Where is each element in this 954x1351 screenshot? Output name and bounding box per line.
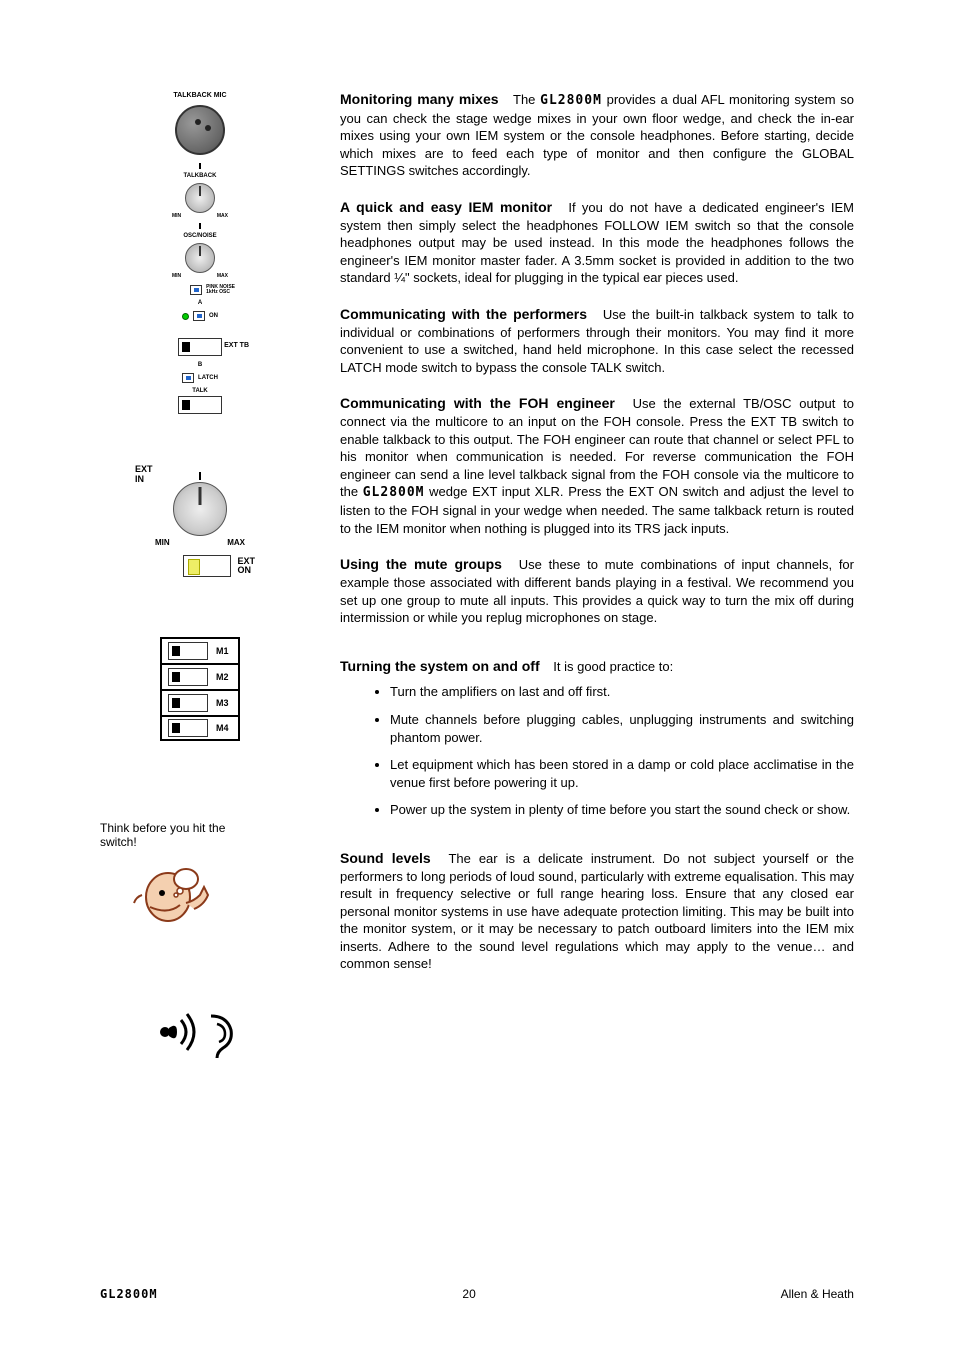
min-label: MIN: [172, 273, 181, 279]
section-mute: Using the mute groups Use these to mute …: [340, 555, 854, 627]
think-cartoon-icon: [130, 859, 220, 929]
on-switch[interactable]: [193, 311, 205, 321]
ext-knob-group: ↘ MIN MAX: [155, 482, 245, 547]
section-iem: A quick and easy IEM monitor If you do n…: [340, 198, 854, 287]
section-performers: Communicating with the performers Use th…: [340, 305, 854, 377]
on-row: ON: [182, 311, 218, 321]
bullet-item: Mute channels before plugging cables, un…: [390, 711, 854, 746]
section-sound: Sound levels The ear is a delicate instr…: [340, 849, 854, 973]
pink-noise-label: PINK NOISE 1kHz OSC: [206, 285, 235, 295]
ext-range: MIN MAX: [155, 538, 245, 547]
pink-noise-row: PINK NOISE 1kHz OSC: [165, 285, 235, 295]
knob-tick-icon: [199, 472, 201, 480]
ext-on-button[interactable]: [183, 555, 231, 577]
on-led-icon: [182, 313, 189, 320]
ext-on-label: EXT ON: [237, 557, 255, 575]
talk-row-label: TALK: [192, 388, 208, 394]
b-label: B: [198, 362, 202, 368]
page-footer: GL2800M 20 Allen & Heath: [100, 1287, 854, 1301]
mute-button-m3[interactable]: [168, 694, 208, 712]
on-label: ON: [209, 313, 218, 319]
mute-row: M3: [162, 689, 238, 715]
heading-foh: Communicating with the FOH engineer: [340, 395, 615, 411]
ext-tb-label: EXT TB: [224, 342, 249, 349]
footer-model: GL2800M: [100, 1287, 158, 1301]
mute-label: M1: [216, 646, 229, 656]
page-content: TALKBACK MIC TALKBACK MIN MAX OSC/NOISE …: [100, 90, 854, 1062]
latch-switch[interactable]: [182, 373, 194, 383]
heading-performers: Communicating with the performers: [340, 306, 587, 322]
mute-button-m2[interactable]: [168, 668, 208, 686]
talkback-mic-label: TALKBACK MIC: [173, 92, 226, 99]
heading-iem: A quick and easy IEM monitor: [340, 199, 552, 215]
ext-on-row: EXT ON: [135, 555, 265, 577]
heading-mute: Using the mute groups: [340, 556, 502, 572]
a-label: A: [198, 300, 202, 306]
mute-button-m4[interactable]: [168, 719, 208, 737]
knob-range: MIN MAX: [172, 273, 228, 279]
mute-row: M2: [162, 663, 238, 689]
think-text: Think before you hit the switch!: [100, 821, 260, 849]
max-label: MAX: [227, 538, 245, 547]
knob-tick-icon: [199, 223, 201, 229]
left-column: TALKBACK MIC TALKBACK MIN MAX OSC/NOISE …: [100, 90, 300, 1062]
think-block: Think before you hit the switch!: [100, 821, 260, 932]
talkback-panel: TALKBACK MIC TALKBACK MIN MAX OSC/NOISE …: [160, 90, 240, 418]
max-label: MAX: [217, 213, 228, 219]
pink-noise-switch[interactable]: [190, 285, 202, 295]
section-turning: Turning the system on and off It is good…: [340, 657, 854, 819]
bullet-item: Power up the system in plenty of time be…: [390, 801, 854, 819]
mute-groups-panel: M1 M2 M3 M4: [160, 637, 240, 741]
mute-row: M4: [162, 715, 238, 741]
osc-knob-group: OSC/NOISE MIN MAX: [172, 231, 228, 279]
intro-turning: It is good practice to:: [553, 659, 673, 674]
knob-range: MIN MAX: [172, 213, 228, 219]
ext-in-panel: EXT IN ↘ MIN MAX EXT ON: [135, 468, 265, 577]
latch-row: LATCH: [182, 373, 218, 383]
ext-in-knob[interactable]: [173, 482, 227, 536]
talkback-mic-icon: [175, 105, 225, 155]
talk-button[interactable]: [178, 396, 222, 414]
mute-row: M1: [162, 637, 238, 663]
text-fragment: The: [513, 92, 540, 107]
osc-knob[interactable]: [185, 243, 215, 273]
talkback-knob[interactable]: [185, 183, 215, 213]
ext-in-label: EXT IN: [135, 464, 153, 484]
heading-monitoring: Monitoring many mixes: [340, 91, 499, 107]
section-monitoring: Monitoring many mixes The GL2800M provid…: [340, 90, 854, 180]
latch-label: LATCH: [198, 375, 218, 381]
ext-tb-button[interactable]: EXT TB: [178, 338, 222, 356]
knob-tick-icon: [199, 163, 201, 169]
footer-brand: Allen & Heath: [781, 1287, 854, 1301]
osc-1k-text: 1kHz OSC: [206, 289, 230, 295]
footer-page-number: 20: [462, 1287, 475, 1301]
turning-bullets: Turn the amplifiers on last and off firs…: [390, 683, 854, 818]
talkback-knob-group: TALKBACK MIN MAX: [172, 171, 228, 219]
body-sound: The ear is a delicate instrument. Do not…: [340, 851, 854, 972]
min-label: MIN: [172, 213, 181, 219]
heading-sound: Sound levels: [340, 850, 431, 866]
bullet-item: Turn the amplifiers on last and off firs…: [390, 683, 854, 701]
sound-ear-icon: [155, 1002, 245, 1062]
body-foh: Use the external TB/OSC output to connec…: [340, 396, 854, 535]
model-name: GL2800M: [363, 485, 425, 500]
model-name: GL2800M: [540, 93, 602, 108]
section-foh: Communicating with the FOH engineer Use …: [340, 394, 854, 537]
bullet-item: Let equipment which has been stored in a…: [390, 756, 854, 791]
mute-label: M4: [216, 723, 229, 733]
talkback-label: TALKBACK: [172, 173, 228, 179]
osc-noise-label: OSC/NOISE: [172, 233, 228, 239]
heading-turning: Turning the system on and off: [340, 658, 540, 674]
max-label: MAX: [217, 273, 228, 279]
mute-label: M2: [216, 672, 229, 682]
min-label: MIN: [155, 538, 170, 547]
mute-button-m1[interactable]: [168, 642, 208, 660]
right-column: Monitoring many mixes The GL2800M provid…: [340, 90, 854, 1062]
mute-label: M3: [216, 698, 229, 708]
